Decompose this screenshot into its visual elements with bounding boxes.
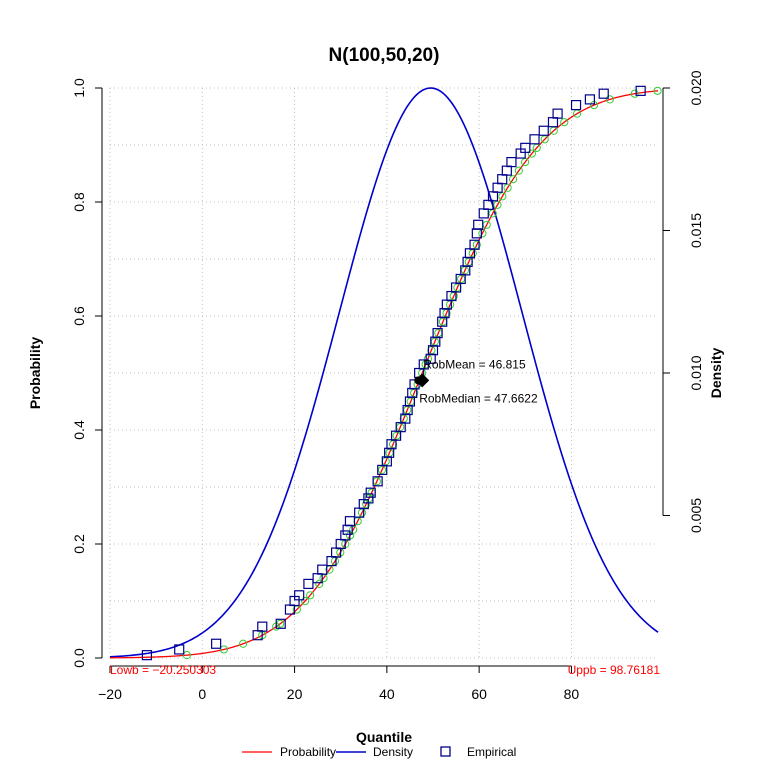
rob-median-label: RobMedian = 47.6622: [419, 391, 538, 405]
plot-frame: [110, 88, 658, 658]
upper-bound-label: Uppb = 98.76181: [568, 663, 661, 677]
x-tick-label-2: 20: [287, 686, 303, 702]
empirical-point-55: [492, 182, 503, 193]
fitted-point-68: [653, 86, 662, 95]
y2-tick-label-0: 0.005: [688, 498, 704, 533]
fitted-point-67: [630, 89, 639, 98]
rob-mean-label: RobMean = 46.815: [423, 357, 526, 371]
empirical-points: [141, 85, 646, 661]
fitted-point-56: [508, 175, 518, 184]
fitted-point-55: [503, 183, 512, 192]
x-axis: −20 0 20 40 60 80: [98, 665, 580, 702]
rob-stats-marker: [414, 373, 430, 388]
fitted-point-8: [306, 591, 315, 600]
chart-title: N(100,50,20): [329, 45, 440, 66]
fitted-point-57: [514, 166, 523, 175]
empirical-point-2: [211, 638, 222, 649]
legend: Probability Density Empirical: [242, 745, 516, 759]
fitted-point-59: [527, 149, 536, 158]
empirical-point-49: [469, 239, 480, 250]
empirical-point-35: [418, 359, 429, 370]
y2-tick-label-2: 0.015: [688, 213, 704, 248]
x-tick-label-1: 0: [198, 686, 206, 702]
empirical-point-66: [584, 94, 595, 105]
empirical-point-21: [365, 487, 376, 498]
x-tick-label-3: 40: [379, 686, 395, 702]
empirical-point-8: [294, 590, 305, 601]
empirical-point-63: [547, 117, 559, 128]
y2-tick-label-1: 0.010: [688, 355, 704, 390]
fitted-point-0: [182, 651, 191, 660]
empirical-point-15: [340, 530, 351, 541]
empirical-point-22: [372, 476, 383, 487]
x-axis-label: Quantile: [356, 729, 412, 745]
lower-bound-label: Lowb = −20.250303: [110, 663, 216, 677]
y-tick-label-2: 0.4: [71, 420, 87, 440]
empirical-point-11: [317, 564, 328, 575]
grid-lines: [109, 87, 658, 659]
fitted-point-1: [219, 645, 229, 654]
empirical-point-4: [257, 621, 268, 632]
empirical-point-5: [275, 618, 286, 629]
probability-curve: [109, 90, 659, 659]
y2-tick-label-3: 0.020: [688, 70, 704, 105]
y-tick-label-0: 0.0: [71, 648, 87, 668]
empirical-point-51: [473, 219, 484, 230]
fitted-point-66: [605, 95, 614, 104]
empirical-point-0: [141, 650, 153, 661]
y-tick-label-5: 1.0: [71, 78, 87, 98]
empirical-point-58: [506, 157, 517, 168]
x-tick-label-5: 80: [564, 686, 580, 702]
empirical-point-9: [303, 578, 314, 590]
legend-probability-label: Probability: [280, 745, 336, 759]
y-axis-label: Probability: [27, 337, 43, 410]
empirical-point-20: [363, 493, 374, 504]
empirical-point-57: [501, 165, 512, 176]
y-tick-label-4: 0.8: [71, 192, 87, 212]
empirical-point-61: [529, 134, 540, 145]
y-axis-right: 0.005 0.010 0.015 0.020: [662, 70, 704, 533]
empirical-point-52: [478, 208, 489, 219]
fitted-point-63: [560, 118, 569, 127]
fitted-point-9: [315, 579, 324, 589]
empirical-point-1: [174, 644, 185, 655]
fitted-point-7: [301, 596, 310, 606]
legend-density-label: Density: [373, 745, 413, 759]
empirical-point-65: [570, 99, 582, 111]
legend-empirical-square: [440, 746, 451, 757]
x-tick-label-4: 60: [471, 686, 487, 702]
y-tick-label-3: 0.6: [71, 306, 87, 326]
empirical-point-39: [432, 328, 443, 339]
empirical-point-60: [520, 142, 531, 153]
empirical-point-67: [598, 88, 609, 99]
y-axis-left: 0.0 0.2 0.4 0.6 0.8 1.0: [71, 78, 103, 668]
density-curve: [109, 87, 659, 658]
empirical-point-56: [497, 174, 508, 185]
x-tick-label-0: −20: [98, 686, 122, 702]
fitted-point-2: [239, 639, 248, 648]
empirical-point-68: [635, 85, 646, 96]
empirical-point-62: [538, 125, 549, 136]
empirical-point-17: [344, 516, 356, 527]
rob-mean-dot: [414, 376, 423, 385]
empirical-point-64: [552, 108, 563, 119]
y2-axis-label: Density: [708, 348, 724, 399]
y-tick-label-1: 0.2: [71, 534, 87, 554]
fitted-point-49: [472, 240, 481, 249]
legend-empirical-label: Empirical: [467, 745, 516, 759]
